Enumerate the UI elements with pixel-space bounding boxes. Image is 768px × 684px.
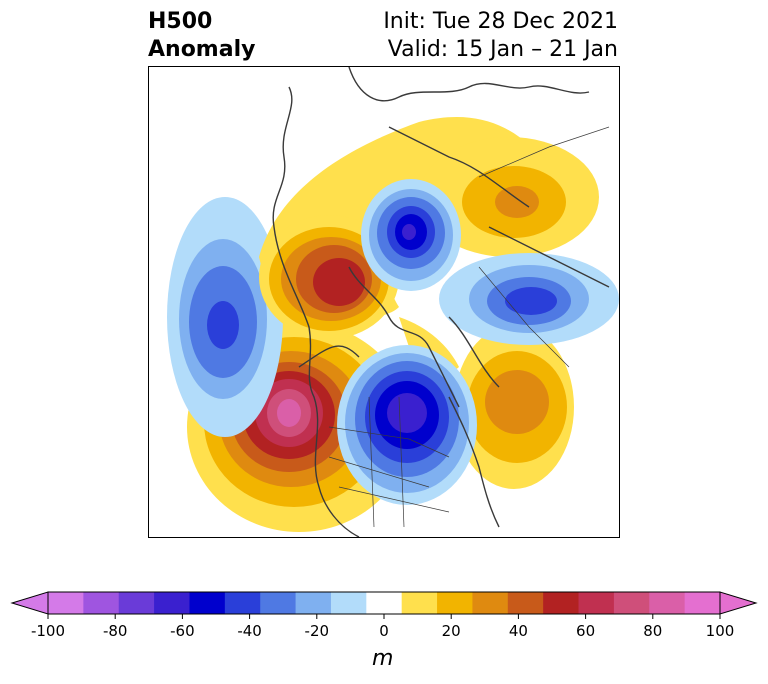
colorbar-tick-label: -100 <box>31 622 65 640</box>
colorbar-swatch <box>154 592 190 614</box>
colorbar-swatch <box>401 592 438 614</box>
colorbar-tick-label: -60 <box>170 622 195 640</box>
colorbar-swatch <box>330 592 367 614</box>
colorbar-swatch <box>48 592 84 614</box>
colorbar-tick-label: 0 <box>379 622 389 640</box>
colorbar-ticks: -100 -80 -60 -40 -20 0 20 40 60 80 100 <box>31 614 734 640</box>
colorbar-swatch <box>578 592 615 614</box>
map-title: H500 Anomaly <box>148 8 255 64</box>
anomaly-pacific-trough <box>167 197 283 437</box>
colorbar-swatch <box>83 592 120 614</box>
colorbar-tick-label: 80 <box>643 622 662 640</box>
anomaly-north-america-trough <box>337 345 477 505</box>
colorbar-swatch <box>366 592 403 614</box>
colorbar-swatch <box>437 592 473 614</box>
colorbar-over-arrow <box>719 591 758 615</box>
colorbar-under-arrow <box>10 591 49 615</box>
colorbar-swatch <box>649 592 686 614</box>
colorbar-tick-label: -40 <box>237 622 262 640</box>
anomaly-eurasia-trough <box>439 253 619 345</box>
colorbar: -100 -80 -60 -40 -20 0 20 40 60 80 100 <box>10 591 758 640</box>
colorbar-swatch <box>260 592 297 614</box>
colorbar-swatch <box>507 592 544 614</box>
colorbar-tick-label: 100 <box>706 622 735 640</box>
colorbar-swatch <box>189 592 226 614</box>
colorbar-swatch <box>472 592 509 614</box>
colorbar-tick-label: -80 <box>103 622 128 640</box>
anomaly-arctic-trough <box>361 179 461 291</box>
colorbar-swatch <box>295 592 332 614</box>
valid-range: Valid: 15 Jan – 21 Jan <box>387 37 618 62</box>
colorbar-tick-label: 40 <box>509 622 528 640</box>
colorbar-swatch <box>118 592 155 614</box>
colorbar-swatch <box>543 592 580 614</box>
anomaly-siberian-ridge <box>419 137 599 257</box>
map-dates: Init: Tue 28 Dec 2021 Valid: 15 Jan – 21… <box>383 8 618 64</box>
colorbar-tick-label: 60 <box>576 622 595 640</box>
map-canvas <box>167 67 619 537</box>
colorbar-unit-label: m <box>372 646 394 671</box>
colorbar-tick-label: -20 <box>305 622 330 640</box>
init-date: Init: Tue 28 Dec 2021 <box>383 9 618 34</box>
colorbar-swatch <box>224 592 261 614</box>
title-line-variable: H500 <box>148 9 213 34</box>
colorbar-swatches <box>10 591 758 615</box>
title-line-field: Anomaly <box>148 37 256 62</box>
coastlines <box>272 67 610 537</box>
borders <box>328 126 610 528</box>
colorbar-swatch <box>613 592 650 614</box>
colorbar-tick-label: 20 <box>442 622 461 640</box>
anomaly-map <box>148 66 620 538</box>
colorbar-swatch <box>684 592 721 614</box>
